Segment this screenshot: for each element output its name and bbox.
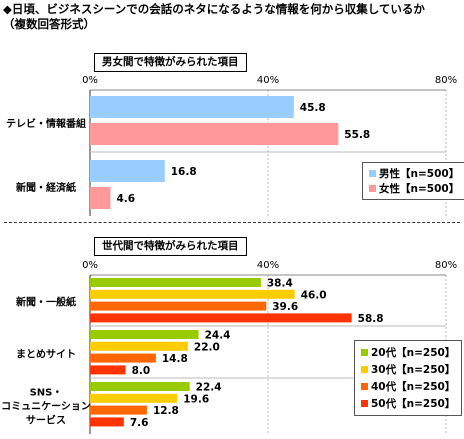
data-label: 16.8 [171, 166, 197, 178]
legend-label-40s: 40代【n=250】 [371, 381, 456, 393]
male-swatch [369, 170, 376, 177]
bar [90, 341, 188, 351]
tick-label: 80% [435, 260, 457, 271]
category-label: 新聞・一般紙 [16, 296, 76, 309]
legend-label-male: 男性【n=500】 [379, 168, 460, 180]
data-label: 38.4 [267, 278, 293, 290]
legend-label-30s: 30代【n=250】 [371, 364, 456, 376]
bar [90, 96, 294, 118]
legend-item-50s: 50代【n=250】 [361, 395, 455, 412]
bar [90, 330, 199, 339]
data-label: 22.4 [196, 382, 222, 394]
data-label: 46.0 [301, 289, 327, 301]
gender-legend: 男性【n=500】 女性【n=500】 [362, 162, 464, 200]
bar [90, 301, 267, 311]
category-label: テレビ・情報番組 [6, 117, 86, 130]
data-label: 4.6 [116, 193, 135, 205]
data-label: 7.6 [130, 417, 149, 429]
data-label: 55.8 [344, 129, 370, 141]
tick-label: 0% [82, 75, 98, 86]
category-label: まとめサイト [16, 349, 76, 361]
category-label: 新聞・経済紙 [16, 181, 76, 194]
tick-label: 80% [435, 75, 457, 86]
legend-item-male: 男性【n=500】 [369, 166, 459, 181]
bar [90, 289, 295, 299]
legend-label-50s: 50代【n=250】 [371, 398, 456, 410]
bar [90, 365, 126, 375]
data-label: 58.8 [358, 313, 384, 325]
tick-label: 40% [257, 75, 279, 86]
data-label: 39.6 [272, 301, 298, 313]
tick-label: 40% [257, 260, 279, 271]
category-label: コミュニケーション [1, 401, 91, 413]
bar [90, 393, 178, 403]
category-label: サービス [26, 414, 66, 427]
legend-item-female: 女性【n=500】 [369, 181, 459, 196]
bar [90, 313, 352, 323]
legend-item-20s: 20代【n=250】 [361, 344, 455, 361]
bar [90, 382, 190, 391]
gender-chart: 0% 40% 80% テレビ・情報番組 45.8 55.8 新聞・経済紙 16.8 4.6 [6, 75, 457, 216]
female-swatch [369, 185, 376, 192]
data-label: 14.8 [162, 353, 188, 365]
tick-label: 0% [82, 260, 98, 271]
data-label: 12.8 [153, 405, 179, 417]
data-label: 45.8 [300, 102, 326, 114]
section-divider [4, 222, 460, 223]
generation-section-label: 世代間で特徴がみられた項目 [94, 237, 247, 256]
generation-legend: 20代【n=250】 30代【n=250】 40代【n=250】 50代【n=2… [354, 340, 463, 416]
data-label: 24.4 [205, 330, 231, 342]
bar [90, 187, 111, 209]
chart-title: ◆日頃、ビジネスシーンでの会話のネタになるような情報を何から収集しているか （複… [3, 2, 425, 31]
legend-label-20s: 20代【n=250】 [371, 347, 456, 359]
category-label: SNS・ [30, 388, 63, 399]
age50-swatch [361, 400, 368, 407]
legend-item-30s: 30代【n=250】 [361, 361, 455, 378]
bar [90, 123, 339, 145]
age40-swatch [361, 383, 368, 390]
legend-item-40s: 40代【n=250】 [361, 378, 455, 395]
data-label: 22.0 [194, 341, 220, 353]
age20-swatch [361, 349, 368, 356]
age30-swatch [361, 366, 368, 373]
bar [90, 405, 147, 415]
data-label: 8.0 [132, 365, 151, 377]
bar [90, 160, 165, 182]
bar [90, 417, 124, 427]
bar [90, 353, 156, 363]
gender-section-label: 男女間で特徴がみられた項目 [94, 53, 247, 72]
bar [90, 278, 261, 287]
legend-label-female: 女性【n=500】 [379, 183, 460, 195]
data-label: 19.6 [183, 393, 209, 405]
